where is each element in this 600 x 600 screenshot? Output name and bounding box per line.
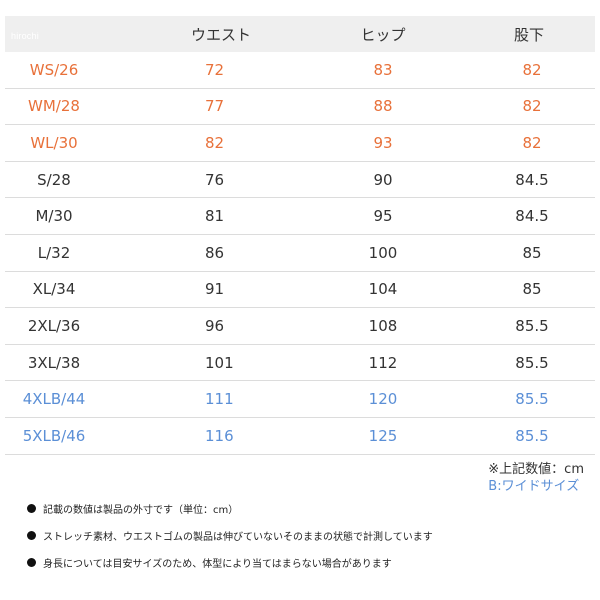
size-cell: 4XLB/44 bbox=[22, 390, 86, 409]
hip-cell: 95 bbox=[373, 207, 393, 226]
header-hip: ヒップ bbox=[360, 25, 406, 44]
inseam-cell: 85 bbox=[522, 280, 542, 299]
inseam-cell: 84.5 bbox=[515, 170, 549, 189]
table-row: 4XLB/44 111 120 85.5 bbox=[5, 381, 595, 418]
waist-cell: 101 bbox=[205, 353, 234, 372]
table-row: 2XL/36 96 108 85.5 bbox=[5, 308, 595, 345]
waist-cell: 82 bbox=[205, 133, 225, 152]
size-cell: XL/34 bbox=[32, 280, 76, 299]
waist-cell: 96 bbox=[205, 316, 225, 335]
note-text: 身長については目安サイズのため、体型により当てはまらない場合があります bbox=[43, 559, 392, 570]
table-row: WS/26 72 83 82 bbox=[5, 52, 595, 89]
unit-note: ※上記数値：cm B:ワイドサイズ bbox=[488, 458, 584, 494]
bullet-icon bbox=[27, 531, 36, 540]
note-item: 記載の数値は製品の外寸です（単位：cm） bbox=[27, 502, 433, 516]
size-cell: WS/26 bbox=[29, 60, 79, 79]
note-text: ストレッチ素材、ウエストゴムの製品は伸びていないそのままの状態で計測しています bbox=[43, 532, 433, 543]
table-row: WL/30 82 93 82 bbox=[5, 125, 595, 162]
waist-cell: 77 bbox=[205, 97, 225, 116]
table-row: 5XLB/46 116 125 85.5 bbox=[5, 418, 595, 455]
bullet-icon bbox=[27, 504, 36, 513]
inseam-cell: 85.5 bbox=[515, 353, 549, 372]
hip-cell: 104 bbox=[368, 280, 398, 299]
table-body: WS/26 72 83 82 WM/28 77 88 82 WL/30 82 93 82 S/28 76 9… bbox=[5, 52, 595, 455]
header-waist: ウエスト bbox=[191, 25, 252, 44]
header-inseam: 股下 bbox=[513, 25, 544, 44]
size-cell: M/30 bbox=[35, 207, 73, 226]
size-table: hirochi ウエスト ヒップ 股下 WS/26 72 83 82 WM/28 77 88… bbox=[5, 16, 595, 455]
inseam-cell: 85 bbox=[522, 243, 542, 262]
waist-cell: 116 bbox=[205, 426, 234, 445]
table-header: hirochi ウエスト ヒップ 股下 bbox=[5, 16, 595, 52]
inseam-cell: 85.5 bbox=[515, 390, 549, 409]
inseam-cell: 82 bbox=[522, 97, 542, 116]
waist-cell: 91 bbox=[205, 280, 225, 299]
watermark: hirochi bbox=[11, 31, 39, 41]
hip-cell: 108 bbox=[368, 316, 398, 335]
hip-cell: 93 bbox=[373, 133, 393, 152]
size-cell: WM/28 bbox=[28, 97, 80, 116]
inseam-cell: 82 bbox=[522, 133, 542, 152]
hip-cell: 88 bbox=[373, 97, 393, 116]
hip-cell: 90 bbox=[373, 170, 393, 189]
size-cell: 2XL/36 bbox=[27, 316, 81, 335]
table-row: S/28 76 90 84.5 bbox=[5, 162, 595, 199]
size-cell: S/28 bbox=[37, 170, 71, 189]
inseam-cell: 84.5 bbox=[515, 207, 549, 226]
wide-size-note: B:ワイドサイズ bbox=[488, 479, 580, 494]
size-cell: WL/30 bbox=[30, 133, 78, 152]
waist-cell: 81 bbox=[205, 207, 225, 226]
waist-cell: 86 bbox=[205, 243, 225, 262]
inseam-cell: 85.5 bbox=[515, 316, 549, 335]
inseam-cell: 85.5 bbox=[515, 426, 549, 445]
note-item: 身長については目安サイズのため、体型により当てはまらない場合があります bbox=[27, 556, 433, 570]
bullet-icon bbox=[27, 558, 36, 567]
table-row: L/32 86 100 85 bbox=[5, 235, 595, 272]
table-row: XL/34 91 104 85 bbox=[5, 272, 595, 309]
hip-cell: 120 bbox=[368, 390, 398, 409]
waist-cell: 76 bbox=[205, 170, 225, 189]
size-cell: 3XL/38 bbox=[27, 353, 81, 372]
hip-cell: 83 bbox=[373, 60, 393, 79]
note-text: 記載の数値は製品の外寸です（単位：cm） bbox=[43, 505, 239, 516]
waist-cell: 111 bbox=[205, 390, 234, 409]
size-cell: 5XLB/46 bbox=[22, 426, 86, 445]
hip-cell: 100 bbox=[368, 243, 398, 262]
notes-list: 記載の数値は製品の外寸です（単位：cm） ストレッチ素材、ウエストゴムの製品は伸… bbox=[27, 502, 433, 583]
waist-cell: 72 bbox=[205, 60, 225, 79]
table-row: 3XL/38 101 112 85.5 bbox=[5, 345, 595, 382]
note-item: ストレッチ素材、ウエストゴムの製品は伸びていないそのままの状態で計測しています bbox=[27, 529, 433, 543]
hip-cell: 112 bbox=[368, 353, 398, 372]
hip-cell: 125 bbox=[368, 426, 398, 445]
unit-note-text: ※上記数値：cm bbox=[488, 462, 584, 477]
size-cell: L/32 bbox=[37, 243, 71, 262]
table-row: WM/28 77 88 82 bbox=[5, 89, 595, 126]
table-row: M/30 81 95 84.5 bbox=[5, 198, 595, 235]
inseam-cell: 82 bbox=[522, 60, 542, 79]
